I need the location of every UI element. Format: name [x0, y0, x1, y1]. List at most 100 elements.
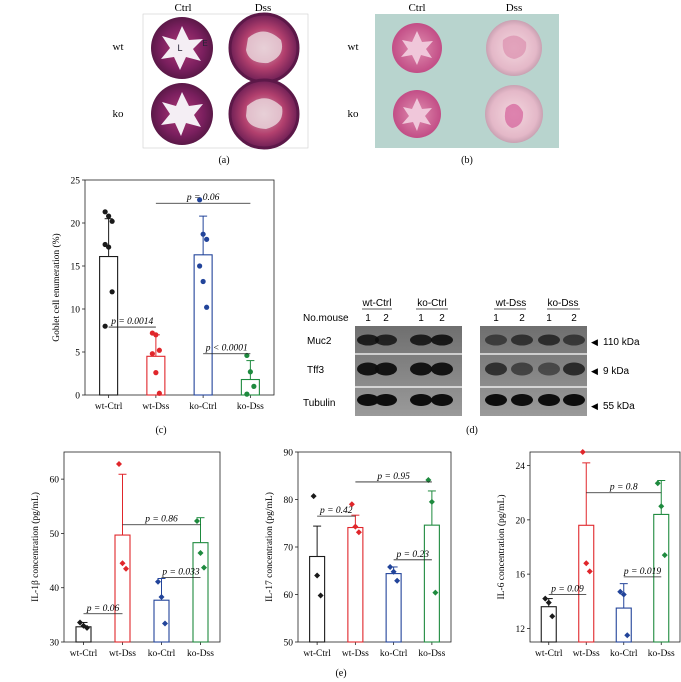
blot-band-tubulin-lane-6: [511, 394, 533, 406]
blot-band-tff3-lane-1: [357, 362, 379, 376]
chart-e2-point-ko-Ctrl: [394, 577, 401, 584]
chart-e2-point-wt-Ctrl: [317, 592, 324, 599]
chart-e1-frame: [63, 451, 221, 643]
blot-band-muc2-lane-2: [375, 334, 397, 346]
chart-c-xtick-label: ko-Dss: [237, 402, 264, 412]
panel-a: Ctrl Dss wt ko L E (a): [113, 2, 309, 166]
blot-band-tubulin-lane-2: [375, 394, 397, 406]
chart-c-ytick-label: 10: [71, 306, 81, 316]
inset-letter-e: E: [202, 39, 207, 48]
chart-e2-bar-ko-Dss: [423, 524, 440, 643]
blot-band-tubulin-lane-4: [431, 394, 453, 406]
chart-e2-significance-label: p = 0.95: [376, 472, 410, 482]
chart-e1-point-wt-Dss: [123, 565, 129, 572]
chart-e2-point-ko-Ctrl: [387, 563, 394, 570]
chart-e2-ytick-label: 70: [284, 544, 294, 554]
chart-c-point-ko-Ctrl: [197, 197, 203, 203]
chart-e3-point-ko-Ctrl: [620, 591, 627, 598]
blot-lane-number-1: 1: [365, 313, 371, 324]
chart-e3-significance-label: p = 0.019: [623, 567, 662, 577]
blot-size-110: 110 kDa: [603, 337, 640, 348]
blot-band-muc2-lane-8: [563, 334, 585, 346]
chart-e3-point-wt-Dss: [579, 449, 586, 455]
chart-e1-ytick-label: 50: [50, 530, 60, 540]
blot-marker-arrow-55: ◀: [591, 401, 598, 411]
abpas-section-ko-ctrl: [393, 90, 441, 138]
chart-c-significance-label: p = 0.06: [186, 193, 220, 203]
chart-e3-point-ko-Ctrl: [617, 588, 624, 595]
blot-marker-arrow-110: ◀: [591, 337, 598, 347]
chart-e1-point-ko-Dss: [197, 549, 204, 556]
blot-group-ko-ctrl: ko-Ctrl: [417, 298, 446, 309]
chart-e3-significance-label: p = 0.8: [609, 483, 638, 493]
chart-e2-point-wt-Dss: [355, 529, 362, 536]
panel-b: Ctrl Dss wt ko (b): [348, 2, 559, 166]
chart-e1-significance-label: p = 0.033: [161, 567, 200, 577]
chart-e3-point-ko-Dss: [658, 503, 665, 510]
abpas-section-ko-dss: [485, 85, 543, 143]
chart-c-point-wt-Ctrl: [106, 213, 112, 219]
blot-label-tff3: Tff3: [307, 365, 324, 376]
chart-c-point-wt-Dss: [153, 370, 159, 376]
chart-c-point-wt-Ctrl: [109, 218, 115, 224]
chart-e1-point-wt-Ctrl: [84, 624, 90, 631]
blot-row-header: No.mouse: [303, 313, 349, 324]
chart-e1-point-ko-Ctrl: [158, 593, 165, 600]
chart-e1-xtick-label: wt-Ctrl: [70, 649, 98, 659]
blot-label-muc2: Muc2: [307, 336, 332, 347]
chart-il17: 50 60 70 80 90 IL-17 concentration (pg/mL) wt-…: [264, 449, 452, 659]
blot-band-tubulin-lane-1: [357, 394, 379, 406]
blot-lane-number-2: 2: [383, 313, 389, 324]
chart-e1-point-ko-Dss: [201, 564, 207, 571]
panel-b-row-label-ko: ko: [348, 108, 360, 120]
chart-c-ytick-label: 5: [75, 349, 80, 359]
chart-c-ylabel: Goblet cell enumeration (%): [51, 233, 62, 341]
chart-c-ytick-label: 25: [71, 177, 81, 187]
chart-e1-significance-label: p = 0.86: [144, 515, 178, 525]
chart-e3-point-wt-Ctrl: [549, 613, 556, 620]
chart-c-point-wt-Dss: [156, 390, 162, 396]
blot-size-55: 55 kDa: [603, 401, 635, 412]
abpas-section-wt-ctrl: [392, 23, 442, 73]
chart-c-bar-ko-Dss: [240, 378, 260, 396]
he-section-wt-dss: [228, 12, 300, 84]
chart-e2-bar-wt-Dss: [347, 526, 364, 643]
chart-c-point-wt-Ctrl: [102, 209, 108, 215]
blot-lane-number-3: 1: [418, 313, 424, 324]
panel-b-caption: (b): [461, 155, 473, 166]
chart-c-point-wt-Dss: [153, 332, 159, 338]
panel-d-caption: (d): [466, 425, 478, 436]
panel-a-caption: (a): [218, 155, 229, 166]
chart-e3-ytick-label: 20: [516, 516, 526, 526]
chart-e3-point-wt-Ctrl: [545, 599, 552, 606]
chart-e1-xtick-label: ko-Dss: [187, 649, 214, 659]
chart-e2-point-ko-Dss: [432, 589, 439, 596]
chart-e2-ylabel: IL-17 concentration (pg/mL): [264, 492, 275, 602]
chart-e1-xtick-label: wt-Dss: [109, 649, 136, 659]
chart-e3-point-ko-Ctrl: [624, 632, 631, 639]
chart-c-bar-ko-Ctrl: [193, 254, 213, 396]
chart-e1-ytick-label: 40: [50, 584, 60, 594]
blot-band-muc2-lane-6: [511, 334, 533, 346]
blot-group-ko-dss: ko-Dss: [547, 298, 578, 309]
chart-e2-point-wt-Dss: [348, 501, 355, 508]
blot-band-tff3-lane-8: [563, 362, 585, 376]
blot-band-tubulin-lane-7: [538, 394, 560, 406]
chart-c-xtick-label: wt-Ctrl: [95, 402, 123, 412]
chart-c-point-ko-Dss: [251, 383, 257, 389]
abpas-section-wt-dss: [486, 20, 542, 76]
chart-c-significance-label: p < 0.0001: [205, 344, 248, 354]
chart-c-point-ko-Ctrl: [197, 263, 203, 269]
chart-e1-point-wt-Dss: [119, 560, 126, 567]
chart-e1-point-ko-Ctrl: [162, 620, 168, 627]
he-section-wt-ctrl: L E: [151, 17, 213, 79]
chart-il6: 12 16 20 24 IL-6 concentration (pg/mL) wt-Ctr…: [496, 449, 681, 659]
he-section-ko-dss: [228, 78, 300, 150]
chart-c-ytick-label: 20: [71, 220, 81, 230]
chart-e1-point-wt-Dss: [116, 460, 122, 467]
blot-group-wt-dss: wt-Dss: [495, 298, 527, 309]
panel-e-caption: (e): [335, 668, 346, 679]
blot-band-muc2-lane-1: [357, 334, 379, 346]
chart-e2-ytick-label: 80: [284, 496, 294, 506]
he-section-ko-ctrl: [151, 83, 213, 145]
